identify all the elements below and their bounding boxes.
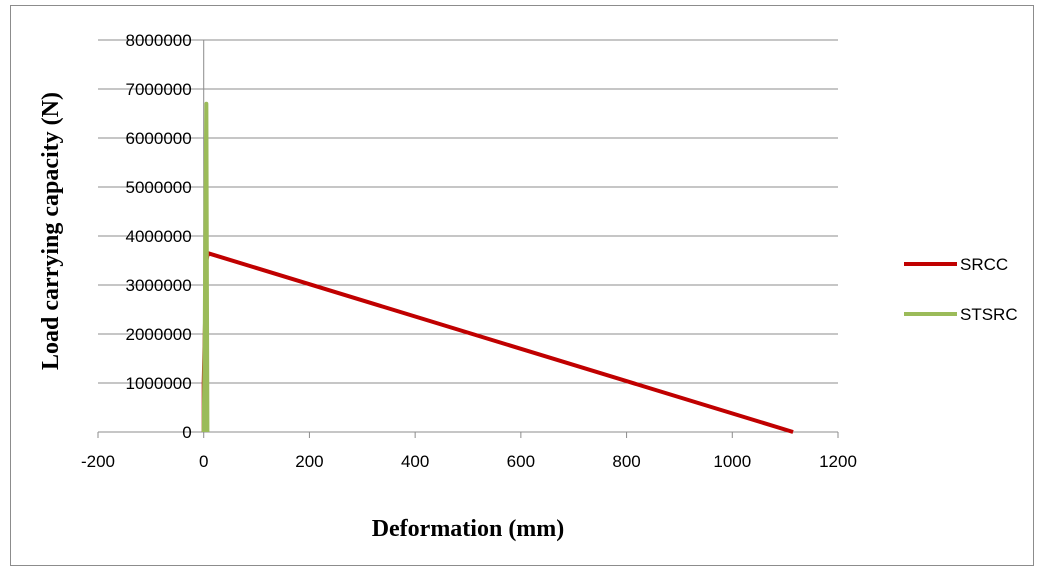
chart-frame: 0 1000000 2000000 3000000 4000000 5000000 6000…	[10, 5, 1034, 566]
x-tick-label-0: -200	[81, 452, 115, 471]
series-lines	[201, 101, 794, 434]
y-tick-label-0: 0	[182, 423, 191, 442]
x-tick-label-2: 200	[295, 452, 323, 471]
y-tick-label-5: 5000000	[126, 178, 192, 197]
x-tick-label-3: 400	[401, 452, 429, 471]
y-tick-labels: 0 1000000 2000000 3000000 4000000 5000000 6000…	[126, 31, 192, 442]
x-tick-label-7: 1200	[819, 452, 857, 471]
y-tick-label-7: 7000000	[126, 80, 192, 99]
y-axis-title: Load carrying capacity (N)	[38, 92, 64, 370]
x-tick-label-4: 600	[507, 452, 535, 471]
series-line-srcc	[201, 251, 794, 434]
y-tick-label-1: 1000000	[126, 374, 192, 393]
y-tick-label-3: 3000000	[126, 276, 192, 295]
x-tick-label-6: 1000	[713, 452, 751, 471]
x-tick-labels: -200 0 200 400 600 800 1000 1200	[81, 452, 857, 471]
x-tick-label-5: 800	[612, 452, 640, 471]
y-tick-label-2: 2000000	[126, 325, 192, 344]
y-tick-label-8: 8000000	[126, 31, 192, 50]
line-chart: 0100000020000003000000400000050000006000…	[38, 31, 1018, 542]
legend: SRCC STSRC	[904, 255, 1018, 324]
series-line-stsrc	[201, 101, 210, 433]
y-tick-label-4: 4000000	[126, 227, 192, 246]
legend-label-stsrc: STSRC	[960, 305, 1018, 324]
y-tick-label-6: 6000000	[126, 129, 192, 148]
x-tick-label-1: 0	[199, 452, 208, 471]
x-axis-title: Deformation (mm)	[372, 516, 565, 542]
legend-label-srcc: SRCC	[960, 255, 1008, 274]
gridlines	[98, 39, 838, 384]
